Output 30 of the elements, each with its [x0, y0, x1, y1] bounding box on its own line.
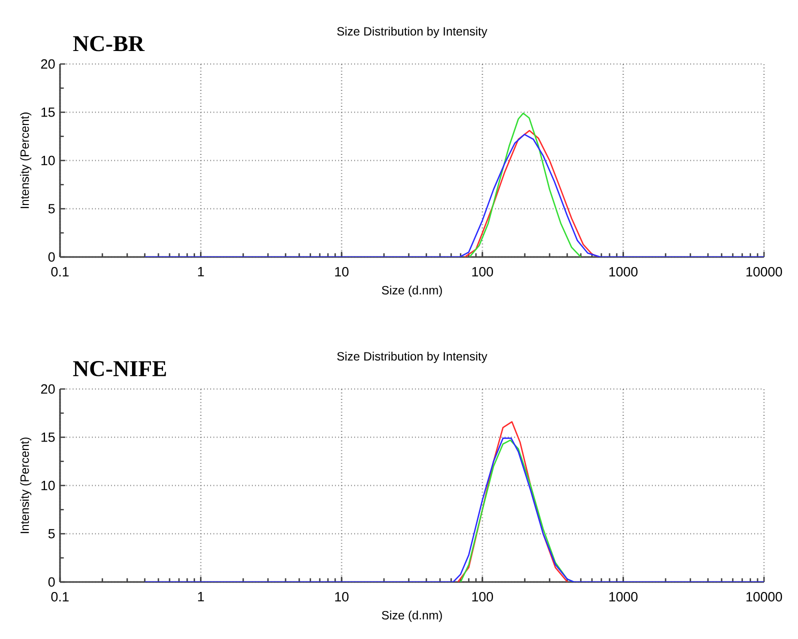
x-tick-label: 0.1: [51, 592, 69, 602]
y-tick-label: 5: [48, 529, 55, 538]
text: NC-BR: [73, 36, 145, 52]
text: NC-NIFE: [73, 361, 166, 376]
x-tick-label: 1: [198, 592, 204, 602]
x-tick-label: 100: [472, 267, 494, 276]
y-tick-label: 10: [41, 156, 55, 166]
y-axis-title: Intensity (Percent): [20, 112, 32, 208]
x-tick-label: 1000: [609, 267, 638, 276]
x-tick-label: 10: [335, 267, 349, 276]
y-tick-label: 0: [48, 252, 55, 262]
chart-title: Size Distribution by Intensity: [337, 352, 488, 363]
chart-title: Size Distribution by Intensity: [337, 26, 488, 38]
x-tick-label: 10000: [746, 592, 782, 602]
x-tick-label: 10000: [746, 267, 782, 276]
y-tick-label: 20: [41, 59, 55, 69]
x-tick-label: 1000: [609, 592, 638, 602]
y-tick-label: 20: [41, 384, 55, 394]
y-axis-title: Intensity (Percent): [20, 438, 32, 534]
y-tick-label: 5: [48, 204, 55, 214]
x-tick-label: 1: [198, 267, 204, 276]
y-tick-label: 10: [41, 480, 55, 490]
y-tick-label: 0: [48, 577, 55, 587]
x-tick-label: 0.1: [51, 267, 69, 276]
y-tick-label: 15: [41, 432, 55, 442]
x-tick-label: 100: [472, 592, 494, 602]
x-axis-title: Size (d.nm): [382, 610, 442, 622]
y-tick-label: 15: [41, 108, 55, 117]
x-axis-title: Size (d.nm): [382, 286, 442, 297]
x-tick-label: 10: [335, 592, 349, 602]
